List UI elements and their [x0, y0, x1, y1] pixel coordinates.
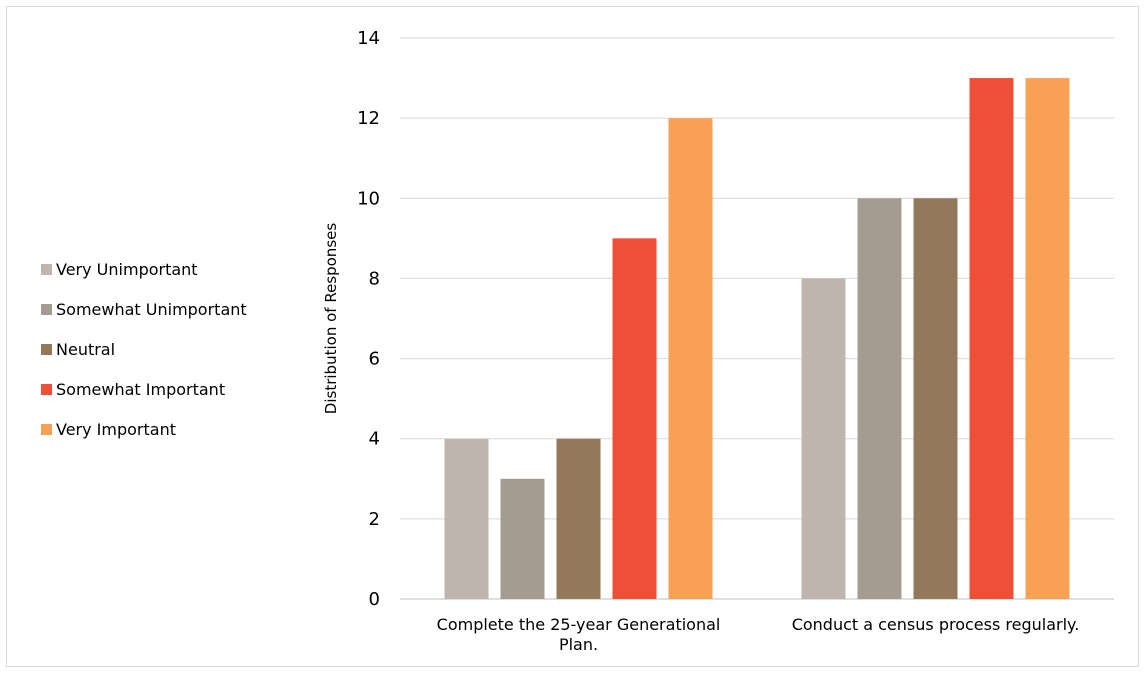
bar-very-unimportant: [444, 438, 489, 599]
y-tick-label: 8: [369, 268, 380, 289]
legend-label: Very Important: [56, 419, 176, 439]
legend-item: Very Important: [41, 419, 247, 439]
legend-item: Very Unimportant: [41, 259, 247, 279]
legend-item: Somewhat Important: [41, 379, 247, 399]
bar-neutral: [556, 438, 601, 599]
legend-swatch: [41, 303, 52, 315]
y-tick-label: 10: [357, 188, 380, 209]
bar-very-unimportant: [801, 278, 846, 599]
plot-area: 0 2 4 6 8 10 12 14 Distribution of Responses Comp…: [322, 28, 1114, 654]
y-tick-label: 2: [369, 509, 380, 530]
legend-swatch: [41, 423, 52, 435]
bar-neutral: [913, 198, 958, 600]
bar-very-important: [668, 118, 713, 600]
x-category-label: Complete the 25-year Generational: [437, 615, 721, 634]
legend-label: Somewhat Important: [56, 379, 226, 399]
legend-label: Neutral: [56, 339, 116, 359]
x-category-label: Conduct a census process regularly.: [792, 615, 1080, 634]
bar-somewhat-important: [612, 238, 657, 599]
chart-frame: Very Unimportant Somewhat Unimportant Neut…: [6, 6, 1139, 667]
y-axis-title: Distribution of Responses: [322, 223, 340, 415]
y-tick-label: 6: [369, 349, 380, 370]
legend-swatch: [41, 343, 52, 355]
y-tick-label: 0: [369, 589, 380, 610]
legend-label: Somewhat Unimportant: [56, 299, 247, 319]
bar-somewhat-unimportant: [500, 478, 545, 599]
y-tick-label: 14: [357, 28, 380, 49]
legend-item: Neutral: [41, 339, 247, 359]
legend-label: Very Unimportant: [56, 259, 198, 279]
bar-somewhat-unimportant: [857, 198, 902, 600]
y-tick-label: 12: [357, 108, 380, 129]
legend-item: Somewhat Unimportant: [41, 299, 247, 319]
bar-very-important: [1025, 78, 1070, 600]
legend: Very Unimportant Somewhat Unimportant Neut…: [41, 259, 247, 459]
x-category-label: Plan.: [559, 635, 598, 654]
legend-swatch: [41, 263, 52, 275]
y-tick-label: 4: [369, 429, 380, 450]
legend-swatch: [41, 383, 52, 395]
bar-somewhat-important: [969, 78, 1014, 600]
